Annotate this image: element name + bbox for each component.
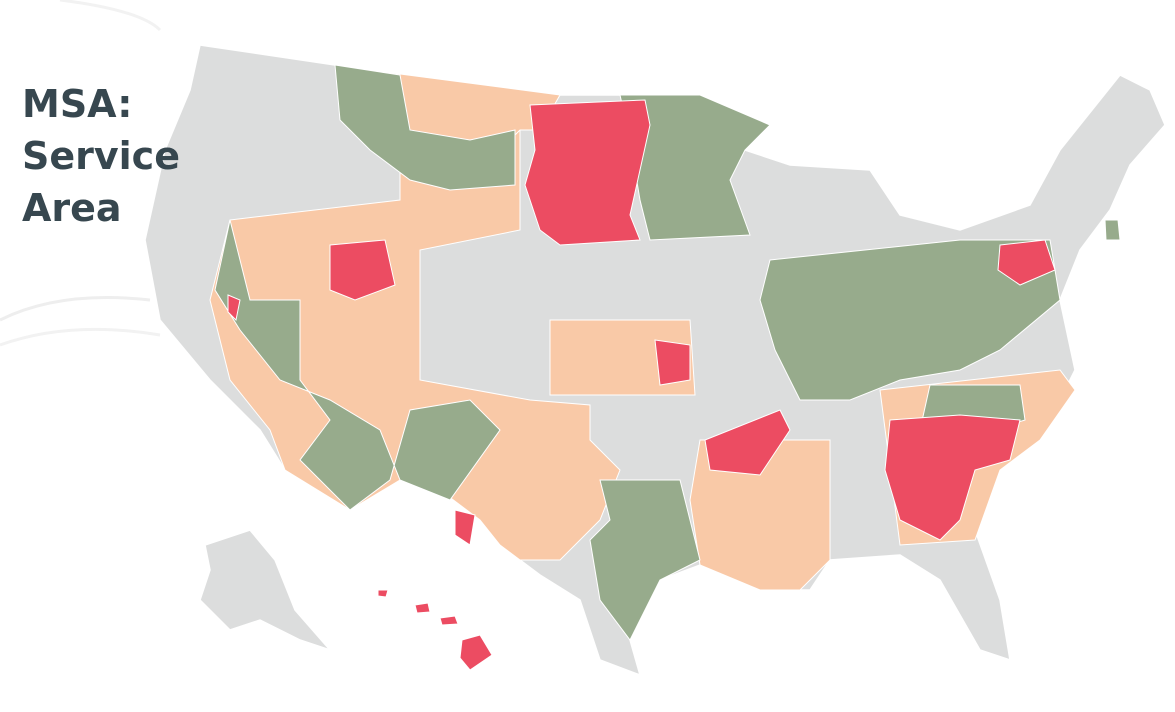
decor-arc <box>0 327 161 347</box>
hawaii <box>414 602 431 614</box>
region-red <box>654 339 691 386</box>
region-green <box>214 219 501 511</box>
region-green <box>589 479 701 641</box>
region-red <box>329 239 396 301</box>
region-red <box>997 239 1056 286</box>
hawaii <box>459 634 493 671</box>
title: MSA: Service Area <box>22 78 180 234</box>
hawaii <box>377 589 389 598</box>
decor-arc <box>59 0 162 32</box>
region-red <box>884 414 1021 541</box>
region-tan <box>689 439 831 591</box>
title-line: Area <box>22 186 122 230</box>
region-red <box>524 99 651 246</box>
region-green <box>1104 219 1121 241</box>
region-red <box>704 409 791 476</box>
region-green <box>334 64 516 191</box>
region-red <box>454 509 476 546</box>
hawaii <box>439 615 459 626</box>
region-green <box>759 239 1061 401</box>
title-line: MSA: <box>22 82 133 126</box>
decor-arc <box>0 296 151 322</box>
alaska <box>199 529 333 652</box>
title-line: Service <box>22 134 180 178</box>
region-red <box>227 294 241 322</box>
